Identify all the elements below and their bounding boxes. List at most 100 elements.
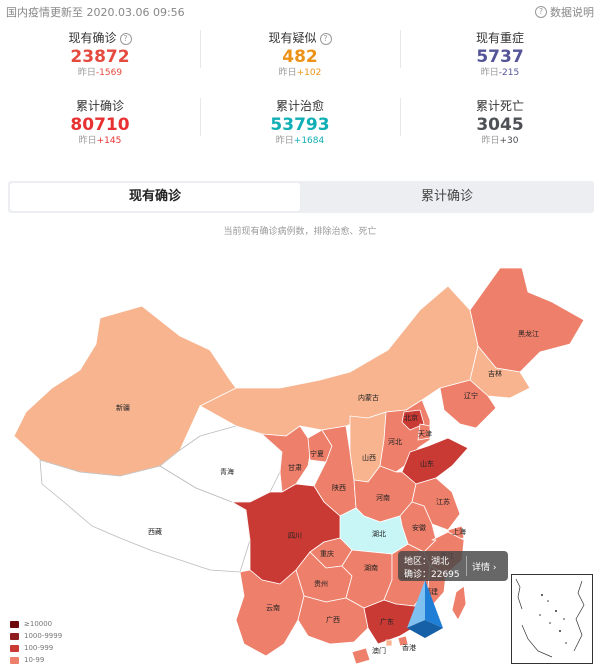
- stat-current-confirmed: 现有确诊? 23872 昨日-1569: [0, 30, 200, 79]
- province-label: 香港: [402, 643, 416, 652]
- stat-value: 23872: [70, 47, 130, 67]
- details-button[interactable]: 详情 ›: [472, 563, 497, 573]
- province-gansu[interactable]: [199, 405, 313, 493]
- province-label: 山西: [362, 453, 376, 462]
- province-label: 河北: [388, 438, 402, 446]
- legend-item[interactable]: 100-999: [10, 642, 62, 654]
- stat-total-confirmed: 累计确诊 80710 昨日+145: [0, 98, 200, 147]
- province-label: 上海: [452, 527, 466, 536]
- province-label: 陕西: [332, 483, 346, 492]
- divider: [400, 98, 401, 136]
- province-heilongjiang[interactable]: [469, 267, 585, 373]
- update-timestamp: 国内疫情更新至 2020.03.06 09:56: [6, 6, 185, 19]
- map-legend: ≥10000 1000-9999 100-999 10-99: [10, 618, 62, 666]
- legend-swatch: [10, 620, 19, 628]
- province-label: 重庆: [320, 549, 334, 558]
- stat-delta: 昨日+30: [481, 136, 519, 146]
- south-china-sea-inset: [511, 574, 593, 664]
- province-label: 山东: [420, 459, 434, 468]
- province-label: 西藏: [148, 527, 162, 536]
- province-label: 湖北: [372, 529, 386, 538]
- stat-value: 5737: [476, 47, 524, 67]
- divider: [466, 556, 467, 576]
- province-guangxi[interactable]: [297, 595, 369, 645]
- stat-label: 累计确诊: [75, 99, 124, 113]
- province-label: 广西: [326, 615, 340, 624]
- province-tooltip: 地区：湖北 确诊：22695 详情 ›: [398, 551, 508, 581]
- legend-swatch: [10, 644, 19, 652]
- tooltip-region: 地区：湖北: [404, 557, 450, 567]
- stat-total-cured: 累计治愈 53793 昨日+1684: [200, 98, 400, 147]
- divider: [400, 30, 401, 68]
- province-liaoning[interactable]: [439, 379, 497, 429]
- stat-label: 现有重症: [475, 31, 524, 45]
- stat-delta: 昨日+145: [78, 136, 122, 146]
- inset-islands: [515, 578, 585, 658]
- china-map: 黑龙江 吉林 辽宁 内蒙古 新疆 西藏 青海 甘肃 宁夏 陕西 山西 河北 北京…: [13, 267, 585, 665]
- legend-item[interactable]: ≥10000: [10, 618, 62, 630]
- divider: [200, 30, 201, 68]
- tab-total-confirmed[interactable]: 累计确诊: [420, 189, 473, 204]
- stat-label: 现有确诊: [68, 31, 117, 45]
- stat-label: 累计死亡: [475, 99, 524, 113]
- stat-value: 80710: [70, 115, 130, 135]
- province-label: 广东: [380, 617, 394, 626]
- question-circle-icon[interactable]: ?: [319, 33, 332, 45]
- province-label: 江苏: [436, 497, 450, 506]
- province-taiwan[interactable]: [451, 585, 467, 621]
- legend-item[interactable]: 10-99: [10, 654, 62, 666]
- stat-delta: 昨日+102: [278, 68, 322, 78]
- province-label: 青海: [220, 467, 234, 476]
- province-beijing[interactable]: [401, 409, 425, 431]
- province-label: 北京: [404, 413, 418, 422]
- province-label: 安徽: [412, 523, 426, 532]
- data-explanation-label: 数据说明: [550, 6, 594, 19]
- province-hongkong[interactable]: [397, 635, 409, 647]
- stat-label: 累计治愈: [275, 99, 324, 113]
- legend-item[interactable]: 1000-9999: [10, 630, 62, 642]
- stat-delta: 昨日-215: [480, 68, 520, 78]
- legend-swatch: [10, 656, 19, 664]
- province-label: 湖南: [364, 563, 378, 572]
- map-tabs: 现有确诊 累计确诊: [8, 181, 594, 213]
- tooltip-confirmed: 确诊：22695: [404, 570, 460, 580]
- province-yunnan[interactable]: [235, 569, 305, 657]
- province-label: 云南: [266, 603, 280, 612]
- province-label: 澳门: [372, 646, 386, 655]
- province-neimenggu[interactable]: [199, 285, 479, 437]
- stat-value: 53793: [270, 115, 330, 135]
- province-label: 河南: [376, 493, 390, 502]
- province-macau[interactable]: [385, 639, 393, 647]
- province-label: 宁夏: [310, 449, 324, 458]
- province-label: 四川: [288, 532, 302, 540]
- chevron-right-icon: ›: [492, 563, 497, 573]
- question-circle-icon: ?: [535, 6, 547, 18]
- question-circle-icon[interactable]: ?: [119, 33, 132, 45]
- stat-current-suspected: 现有疑似? 482 昨日+102: [200, 30, 400, 79]
- stat-total-deaths: 累计死亡 3045 昨日+30: [400, 98, 600, 147]
- province-tianjin[interactable]: [417, 423, 431, 441]
- province-hainan[interactable]: [351, 647, 371, 665]
- stat-value: 3045: [476, 115, 524, 135]
- province-label: 甘肃: [288, 463, 302, 472]
- province-label: 内蒙古: [358, 393, 379, 402]
- stat-delta: 昨日-1569: [77, 68, 123, 78]
- province-label: 辽宁: [464, 391, 478, 400]
- tab-current-confirmed[interactable]: 现有确诊: [10, 183, 300, 211]
- stat-value: 482: [282, 47, 318, 67]
- divider: [200, 98, 201, 136]
- stat-current-severe: 现有重症 5737 昨日-215: [400, 30, 600, 79]
- legend-swatch: [10, 632, 19, 640]
- top-bar: 国内疫情更新至 2020.03.06 09:56 ? 数据说明: [0, 0, 600, 22]
- map-subtitle: 当前现有确诊病例数，排除治愈、死亡: [223, 227, 377, 237]
- province-label: 新疆: [116, 403, 130, 412]
- province-label: 福建: [424, 587, 438, 596]
- watermark-logo-icon: [407, 580, 443, 638]
- stats-panel: 现有确诊? 23872 昨日-1569 现有疑似? 482 昨日+102 现有重…: [0, 26, 600, 156]
- data-explanation-link[interactable]: ? 数据说明: [535, 4, 594, 20]
- stat-label: 现有疑似: [268, 31, 317, 45]
- province-label: 贵州: [314, 579, 328, 588]
- stat-delta: 昨日+1684: [275, 136, 325, 146]
- province-label: 天津: [418, 430, 432, 438]
- province-label: 吉林: [488, 369, 502, 378]
